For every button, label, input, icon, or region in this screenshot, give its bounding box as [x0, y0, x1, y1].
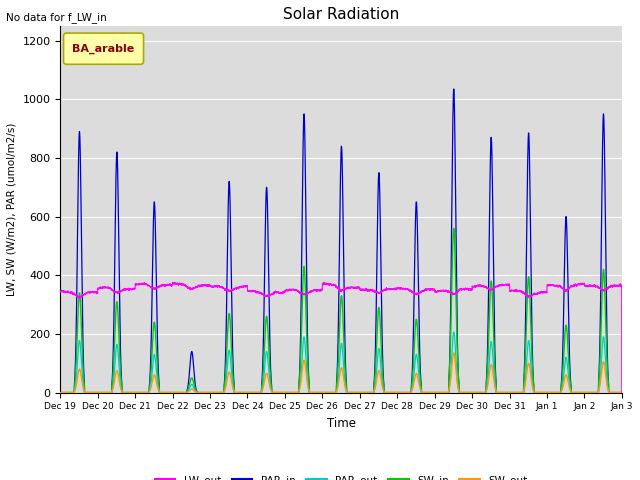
Text: BA_arable: BA_arable — [72, 44, 134, 54]
Text: No data for f_LW_in: No data for f_LW_in — [6, 12, 107, 23]
Y-axis label: LW, SW (W/m2), PAR (umol/m2/s): LW, SW (W/m2), PAR (umol/m2/s) — [7, 122, 17, 296]
Legend: LW_out, PAR_in, PAR_out, SW_in, SW_out: LW_out, PAR_in, PAR_out, SW_in, SW_out — [150, 471, 532, 480]
Title: Solar Radiation: Solar Radiation — [283, 7, 399, 22]
X-axis label: Time: Time — [326, 417, 356, 430]
